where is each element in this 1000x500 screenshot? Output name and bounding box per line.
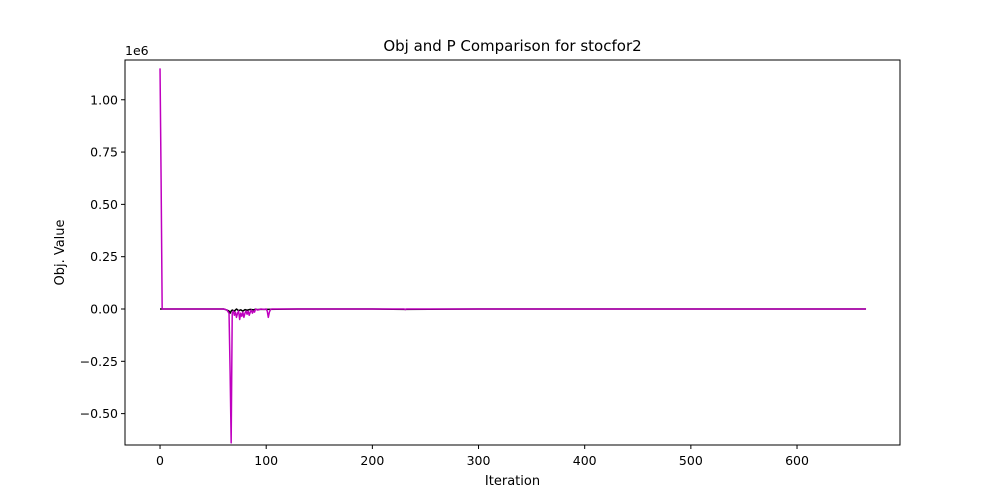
y-tick-label: −0.25 xyxy=(80,354,118,369)
x-axis: 0 100 200 300 400 500 600 xyxy=(156,445,809,468)
x-tick-label: 500 xyxy=(679,453,703,468)
y-tick-label: 0.50 xyxy=(90,197,118,212)
y-tick-label: −0.50 xyxy=(80,406,118,421)
y-tick-label: 0.75 xyxy=(90,145,118,160)
y-axis-label: Obj. Value xyxy=(53,219,68,285)
x-tick-label: 600 xyxy=(785,453,809,468)
plot-frame xyxy=(124,59,901,446)
y-offset-label: 1e6 xyxy=(125,43,149,58)
x-tick-label: 0 xyxy=(156,453,164,468)
y-axis: −0.50 −0.25 0.00 0.25 0.50 0.75 1.00 xyxy=(80,92,125,421)
plot-background xyxy=(125,60,900,445)
x-tick-label: 200 xyxy=(360,453,384,468)
x-tick-label: 400 xyxy=(573,453,597,468)
y-tick-label: 0.00 xyxy=(90,301,118,316)
series-layer xyxy=(159,68,867,444)
x-tick-label: 100 xyxy=(254,453,278,468)
y-tick-label: 0.25 xyxy=(90,249,118,264)
chart-title: Obj and P Comparison for stocfor2 xyxy=(383,37,641,55)
y-tick-label: 1.00 xyxy=(90,92,118,107)
x-tick-label: 300 xyxy=(467,453,491,468)
series-line-2 xyxy=(159,68,867,444)
x-axis-label: Iteration xyxy=(485,474,540,489)
